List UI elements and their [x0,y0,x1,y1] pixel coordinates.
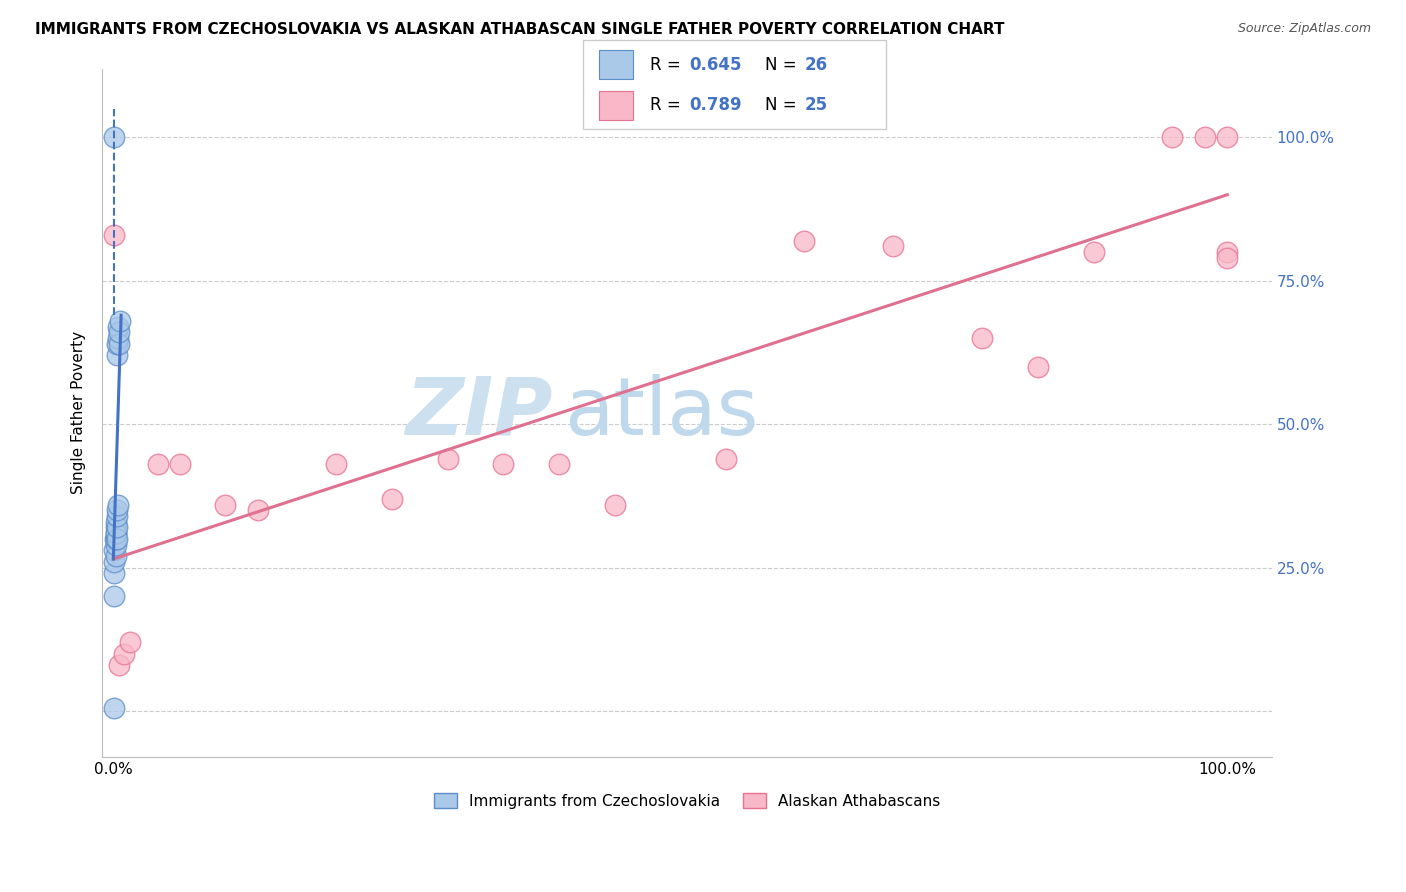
Point [103,590,125,604]
Point [1216,251,1239,265]
Point [492,458,515,472]
Text: 25: 25 [804,95,827,114]
Point [104,520,127,534]
Point [1216,130,1239,145]
Point [108,337,131,351]
Text: N =: N = [765,95,801,114]
Point [103,130,125,145]
Point [548,458,571,472]
Point [1026,359,1049,374]
Point [104,532,127,546]
Point [103,701,125,715]
Point [793,234,815,248]
Point [603,498,626,512]
Point [120,635,142,649]
Point [436,451,458,466]
Text: atlas: atlas [564,374,759,451]
Point [1194,130,1216,145]
Legend: Immigrants from Czechoslovakia, Alaskan Athabascans: Immigrants from Czechoslovakia, Alaskan … [427,787,946,814]
Point [104,532,127,546]
Point [169,458,191,472]
Point [1216,245,1239,260]
Bar [599,91,633,120]
Point [108,326,131,340]
Point [214,498,236,512]
Text: 26: 26 [804,55,827,74]
Text: IMMIGRANTS FROM CZECHOSLOVAKIA VS ALASKAN ATHABASCAN SINGLE FATHER POVERTY CORRE: IMMIGRANTS FROM CZECHOSLOVAKIA VS ALASKA… [35,22,1005,37]
Point [105,520,128,534]
Text: N =: N = [765,55,801,74]
Text: Source: ZipAtlas.com: Source: ZipAtlas.com [1237,22,1371,36]
Text: R =: R = [650,55,686,74]
Point [381,491,404,506]
Text: 0.789: 0.789 [689,95,742,114]
Point [1083,245,1105,260]
Point [972,331,994,345]
Point [105,503,128,517]
Point [107,498,129,512]
Point [105,532,128,546]
Point [103,227,125,242]
Point [714,451,737,466]
Point [104,526,127,541]
Point [108,314,131,328]
Text: 0.645: 0.645 [689,55,742,74]
Point [105,348,128,362]
Point [104,538,127,552]
Text: R =: R = [650,95,686,114]
Point [108,658,131,673]
Bar [599,50,633,79]
Point [105,526,128,541]
FancyBboxPatch shape [583,40,886,129]
Point [104,515,127,529]
Point [1160,130,1182,145]
Point [103,566,125,581]
Point [114,647,136,661]
Point [105,337,128,351]
Point [103,555,125,569]
Point [247,503,270,517]
Point [105,508,128,523]
Point [882,239,904,253]
Text: ZIP: ZIP [405,374,553,451]
Y-axis label: Single Father Poverty: Single Father Poverty [72,331,86,494]
Point [104,549,127,563]
Point [103,543,125,558]
Point [107,331,129,345]
Point [107,319,129,334]
Point [325,458,347,472]
Point [146,458,169,472]
